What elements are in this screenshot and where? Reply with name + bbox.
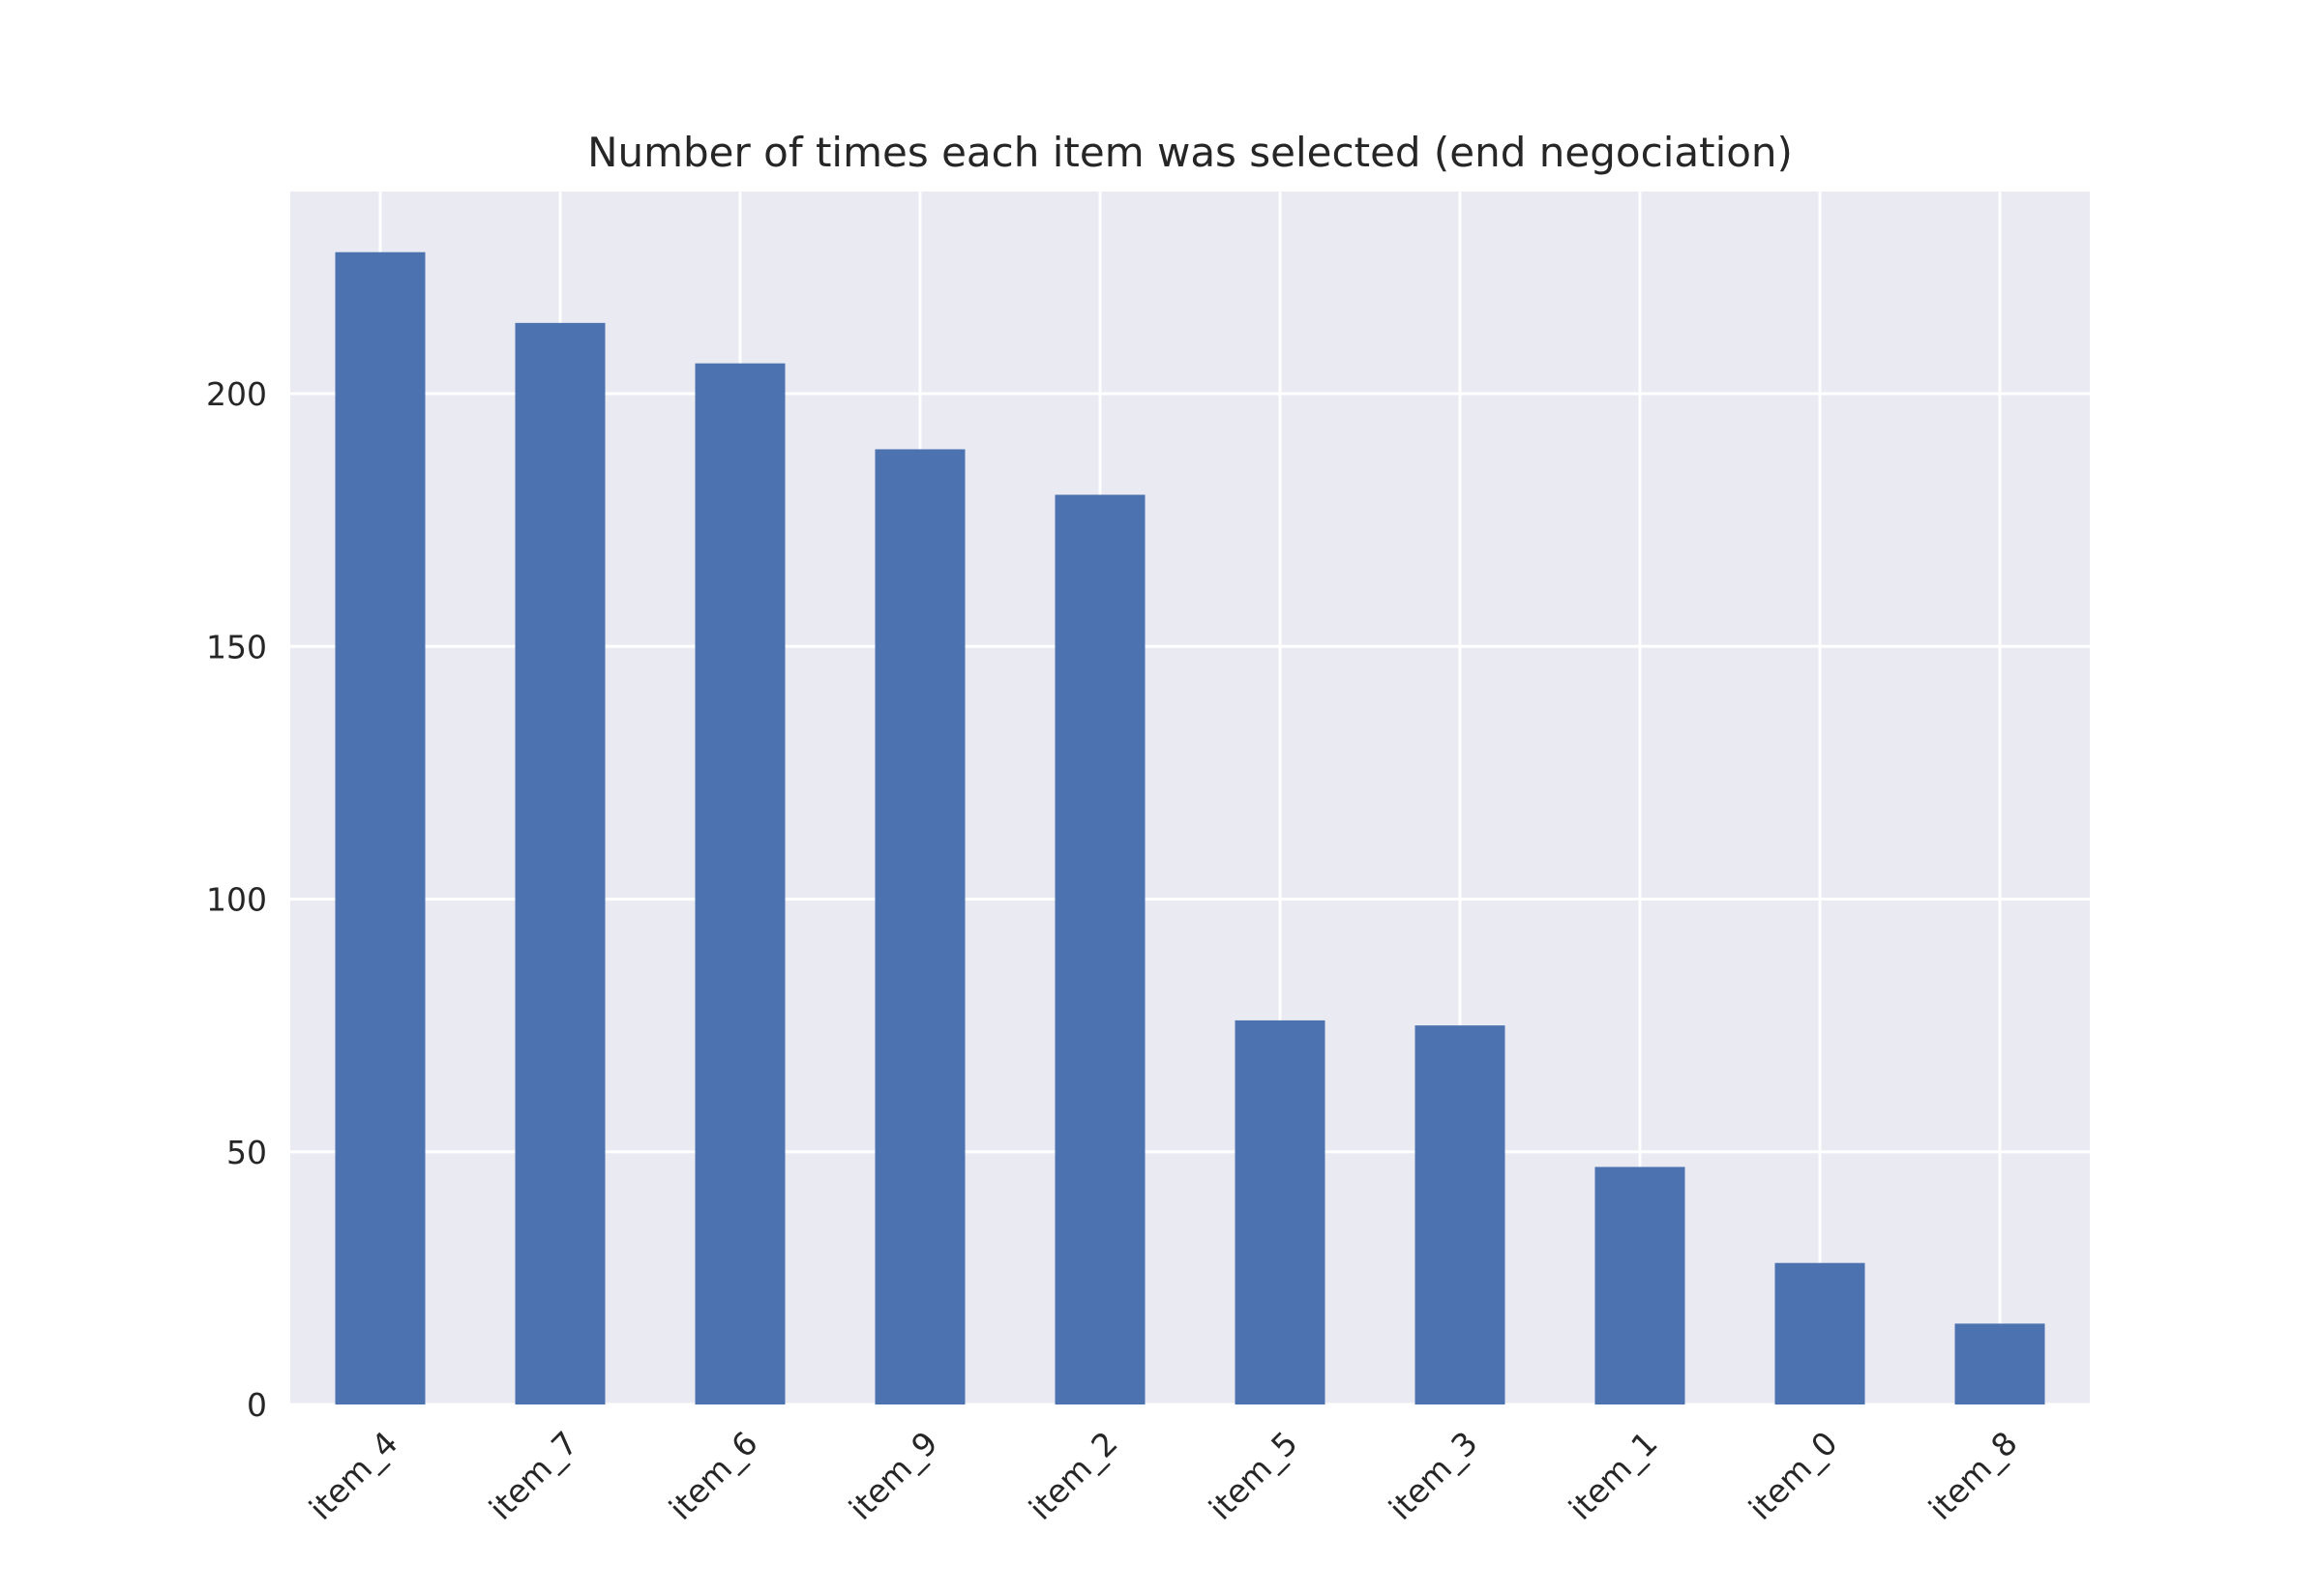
bar-item_2 [1055, 494, 1146, 1404]
bar-item_4 [335, 251, 426, 1405]
y-tick-label: 150 [206, 628, 267, 665]
bar-item_6 [695, 363, 786, 1404]
y-tick-label: 0 [247, 1386, 267, 1424]
x-tick-label: item_2 [1022, 1424, 1125, 1527]
bar-item_7 [515, 322, 606, 1405]
y-tick-label: 200 [206, 375, 267, 413]
x-tick-label: item_3 [1382, 1424, 1485, 1527]
y-tick-label: 100 [206, 881, 267, 919]
bar-item_5 [1235, 1020, 1325, 1404]
bar-item_9 [875, 449, 966, 1405]
bar-item_3 [1414, 1025, 1505, 1404]
y-tick-labels: 0 50 100 150 200 [206, 375, 267, 1424]
x-tick-label: item_6 [662, 1424, 765, 1527]
x-tick-label: item_7 [482, 1424, 585, 1527]
bar-item_8 [1954, 1323, 2045, 1404]
chart-title: Number of times each item was selected (… [587, 129, 1793, 176]
bar-item_1 [1594, 1167, 1685, 1404]
x-tick-label: item_1 [1562, 1424, 1665, 1527]
bars [335, 251, 2045, 1405]
y-tick-label: 50 [226, 1134, 267, 1171]
x-tick-label: item_0 [1742, 1424, 1845, 1527]
x-tick-label: item_9 [842, 1424, 945, 1527]
bar-item_0 [1774, 1262, 1865, 1404]
x-tick-label: item_8 [1921, 1424, 2025, 1527]
x-tick-label: item_4 [302, 1424, 405, 1527]
x-tick-labels: item_4 item_7 item_6 item_9 item_2 item_5 item… [302, 1424, 2025, 1527]
x-tick-label: item_5 [1202, 1424, 1305, 1527]
